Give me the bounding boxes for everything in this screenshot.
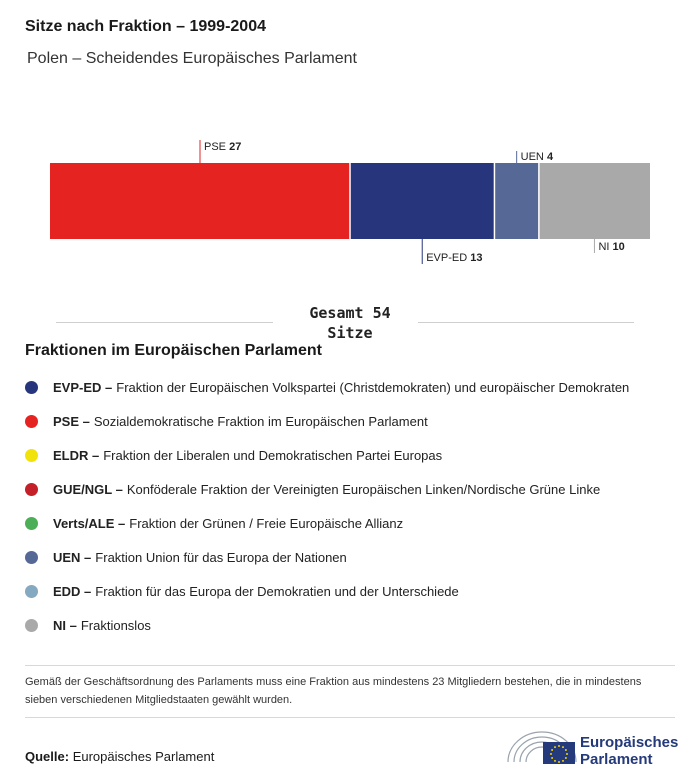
segment-label-value: 27 bbox=[229, 141, 241, 153]
divider-top bbox=[25, 665, 675, 666]
total-line-right bbox=[418, 322, 634, 323]
legend-dot-icon bbox=[25, 448, 38, 462]
bar-segment-ni bbox=[538, 163, 650, 239]
legend-item: EDD – Fraktion für das Europa der Demokra… bbox=[25, 574, 629, 608]
divider-bottom bbox=[25, 717, 675, 718]
legend-item: Verts/ALE – Fraktion der Grünen / Freie E… bbox=[25, 506, 629, 540]
total-line-left bbox=[56, 322, 273, 323]
legend-abbr: Verts/ALE – bbox=[53, 515, 126, 531]
legend-abbr: PSE – bbox=[53, 413, 90, 429]
footnote: Gemäß der Geschäftsordnung des Parlament… bbox=[25, 676, 642, 706]
legend-text: Fraktion der Europäischen Volkspartei (C… bbox=[116, 379, 630, 395]
chart-subtitle: Polen – Scheidendes Europäisches Parlame… bbox=[27, 50, 357, 67]
legend-text: Fraktion der Liberalen und Demokratische… bbox=[103, 447, 443, 463]
segment-label-value: 4 bbox=[547, 151, 554, 163]
source-value: Europäisches Parlament bbox=[72, 749, 215, 764]
legend-item: ELDR – Fraktion der Liberalen und Demokra… bbox=[25, 438, 629, 472]
segment-label-pse: PSE 27 bbox=[204, 141, 241, 153]
legend-item: GUE/NGL – Konföderale Fraktion der Verein… bbox=[25, 472, 629, 506]
legend-abbr: ELDR – bbox=[53, 447, 100, 463]
legend-text: Fraktion für das Europa der Demokratien … bbox=[95, 583, 459, 599]
legend-dot-icon bbox=[25, 618, 38, 632]
legend-abbr: EVP-ED – bbox=[53, 379, 113, 395]
segment-label-name: PSE bbox=[204, 141, 229, 153]
total-seats: Gesamt 54 Sitze bbox=[280, 303, 420, 343]
segment-label-name: UEN bbox=[521, 151, 547, 163]
legend-dot-icon bbox=[25, 380, 38, 394]
chart-title: Sitze nach Fraktion – 1999-2004 bbox=[25, 18, 266, 35]
source: Quelle: Europäisches Parlament bbox=[25, 749, 214, 764]
legend-item: NI – Fraktionslos bbox=[25, 608, 629, 642]
legend-title: Fraktionen im Europäischen Parlament bbox=[25, 342, 322, 359]
legend-text: Fraktion der Grünen / Freie Europäische … bbox=[129, 515, 404, 531]
total-seats-line2: Sitze bbox=[327, 324, 373, 342]
legend-dot-icon bbox=[25, 414, 38, 428]
legend-abbr: UEN – bbox=[53, 549, 92, 565]
legend-item: EVP-ED – Fraktion der Europäischen Volksp… bbox=[25, 370, 629, 404]
bar-segment-evp-ed bbox=[350, 163, 495, 239]
legend-text: Konföderale Fraktion der Vereinigten Eur… bbox=[126, 481, 601, 497]
legend-dot-icon bbox=[25, 584, 38, 598]
legend-dot-icon bbox=[25, 516, 38, 530]
legend-item: UEN – Fraktion Union für das Europa der N… bbox=[25, 540, 629, 574]
segment-label-uen: UEN 4 bbox=[521, 151, 554, 163]
legend-abbr: EDD – bbox=[53, 583, 92, 599]
source-label: Quelle: bbox=[25, 749, 70, 764]
segment-label-evp-ed: EVP-ED 13 bbox=[426, 252, 482, 264]
legend-item: PSE – Sozialdemokratische Fraktion im Eur… bbox=[25, 404, 629, 438]
legend-text: Fraktionslos bbox=[80, 617, 151, 633]
total-seats-line1: Gesamt 54 bbox=[309, 304, 391, 322]
segment-label-name: NI bbox=[598, 241, 612, 253]
legend-abbr: GUE/NGL – bbox=[53, 481, 123, 497]
legend: EVP-ED – Fraktion der Europäischen Volksp… bbox=[25, 370, 629, 642]
legend-text: Sozialdemokratische Fraktion im Europäis… bbox=[93, 413, 428, 429]
european-parliament-hemicycle-icon bbox=[507, 731, 577, 764]
bar-segment-pse bbox=[50, 163, 350, 239]
stacked-bar-chart: PSE 27 EVP-ED 13 UEN 4 NI 10 bbox=[50, 140, 650, 264]
legend-abbr: NI – bbox=[53, 617, 77, 633]
legend-dot-icon bbox=[25, 550, 38, 564]
legend-text: Fraktion Union für das Europa der Nation… bbox=[95, 549, 347, 565]
bar-segment-uen bbox=[494, 163, 539, 239]
segment-label-value: 13 bbox=[470, 252, 482, 264]
segment-label-ni: NI 10 bbox=[598, 241, 624, 253]
segment-label-value: 10 bbox=[613, 241, 625, 253]
logo-text: Europäisches Parlament bbox=[580, 734, 678, 768]
logo-line1: Europäisches bbox=[580, 734, 679, 751]
segment-label-name: EVP-ED bbox=[426, 252, 470, 264]
logo-line2: Parlament bbox=[580, 751, 653, 768]
legend-dot-icon bbox=[25, 482, 38, 496]
